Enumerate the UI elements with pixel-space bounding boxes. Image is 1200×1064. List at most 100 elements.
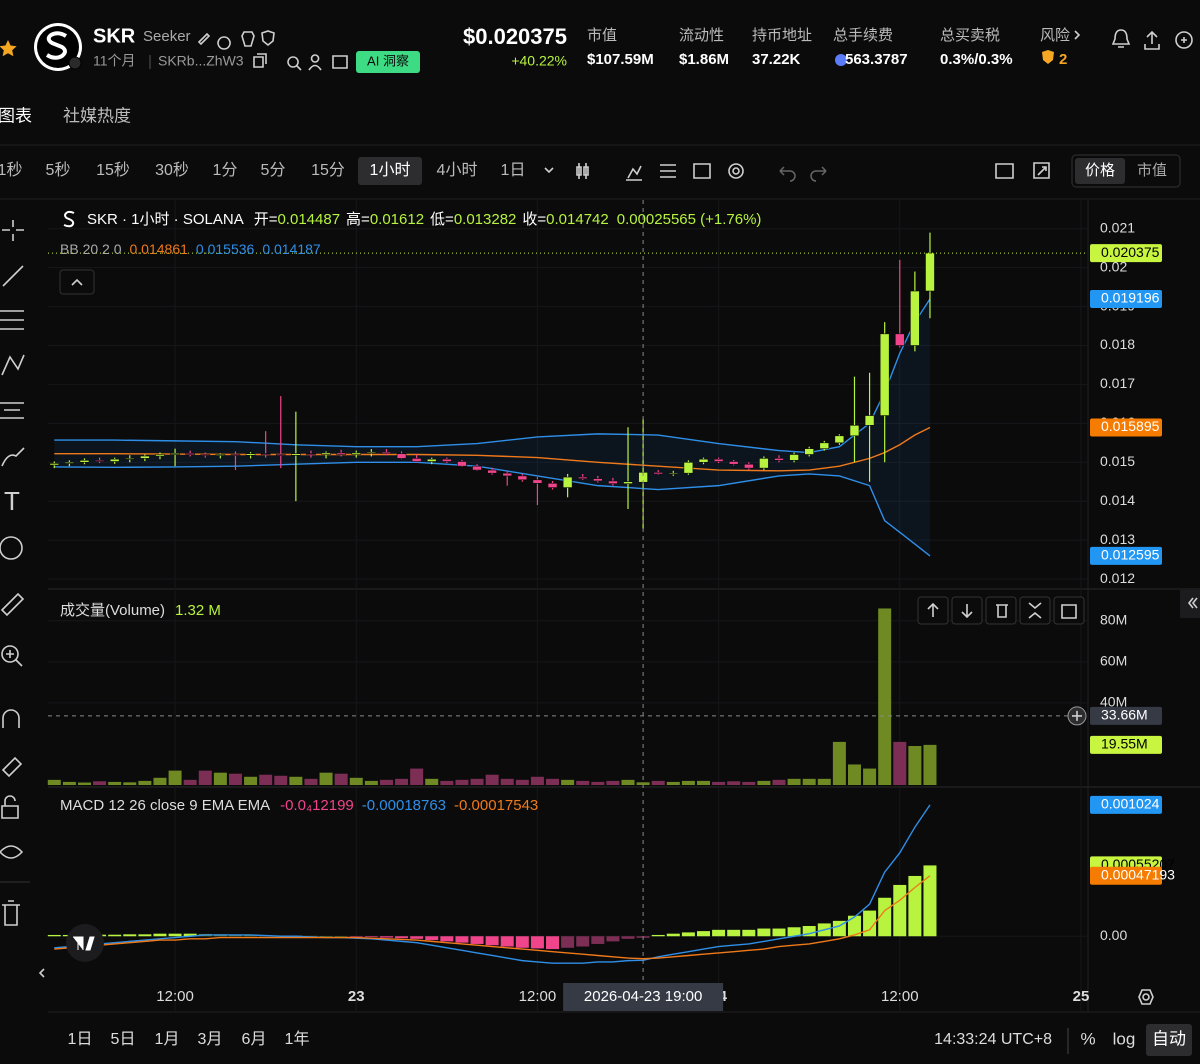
collapse-icon[interactable] <box>71 278 83 286</box>
volume-bar <box>244 776 258 785</box>
ohlc-legend: SKR · 1小时 · SOLANA 开=0.014487 高=0.01612 低=0… <box>87 211 761 228</box>
macd-bar <box>908 875 922 937</box>
volume-bar <box>485 774 499 785</box>
x-tick-label: 23 <box>348 988 365 1005</box>
macd-value: -0.00018763 <box>362 797 446 814</box>
range[interactable]: 6月 <box>242 1031 267 1048</box>
price-marker: 0.012595 <box>1101 547 1160 563</box>
volume-bar <box>319 772 333 785</box>
candle-body <box>321 452 331 455</box>
legend-label: 高= <box>346 211 370 228</box>
interval[interactable]: 15分 <box>311 161 345 179</box>
interval[interactable]: 1分 <box>213 161 238 179</box>
crosshair-add-icon[interactable] <box>1072 710 1082 721</box>
scale-button[interactable]: log <box>1113 1029 1136 1048</box>
interval[interactable]: 1日 <box>501 162 526 179</box>
volume-bar <box>832 741 846 785</box>
interval-active <box>358 157 422 185</box>
volume-crosshair-label-box <box>1090 706 1162 725</box>
volume-bar <box>334 773 348 785</box>
pane-buttons[interactable] <box>917 596 1085 625</box>
volume-bar <box>681 780 695 785</box>
stat-label: 持币地址 <box>752 27 812 44</box>
candle-body <box>381 451 392 455</box>
volume-bar <box>757 780 771 785</box>
volume-bar <box>636 782 650 785</box>
macd-marker: 0.001024 <box>1101 796 1160 812</box>
volume-bar <box>561 779 575 785</box>
volume-bar <box>787 778 801 785</box>
chart-tools[interactable] <box>576 163 744 181</box>
interval[interactable]: 1秒 <box>0 161 22 179</box>
settings[interactable] <box>1138 989 1154 1005</box>
scroll-left[interactable] <box>38 968 45 978</box>
legend-value: 0.01612 <box>370 211 424 228</box>
price: $0.020375 <box>463 24 567 49</box>
collapse-button[interactable] <box>59 269 95 295</box>
range[interactable]: 5日 <box>111 1031 136 1048</box>
toggle[interactable]: 市值 <box>1137 162 1167 179</box>
candle-body <box>94 460 105 462</box>
drawing-toolbar[interactable]: T <box>0 220 25 926</box>
macd-bar <box>923 865 937 937</box>
header-actions[interactable] <box>1111 29 1193 50</box>
scale-button[interactable]: 自动 <box>1152 1029 1186 1048</box>
volume-bar <box>817 778 831 785</box>
y-tick-label: 0.02 <box>1100 258 1127 274</box>
volume-bar <box>153 777 167 785</box>
header-icons[interactable] <box>197 30 275 50</box>
stat-label: 风险 <box>1040 27 1070 44</box>
interval[interactable]: 1小时 <box>370 161 411 179</box>
y-tick-label: 80M <box>1100 611 1127 627</box>
candle-body <box>291 453 301 456</box>
scale-button[interactable]: % <box>1080 1029 1095 1048</box>
bb-legend: BB 20 2 0 0.014861 0.015536 0.014187 <box>60 241 321 257</box>
side-toggle-icon[interactable] <box>1187 597 1198 609</box>
undo-redo[interactable] <box>779 166 827 182</box>
range[interactable]: 1月 <box>155 1031 180 1048</box>
candle-body <box>185 453 195 455</box>
ai-badge-text[interactable]: AI 洞察 <box>367 53 409 68</box>
macd-bar <box>153 933 167 937</box>
range[interactable]: 1年 <box>285 1030 310 1048</box>
macd-bar <box>440 936 454 942</box>
tab[interactable]: 图表 <box>0 106 32 125</box>
copy-icon[interactable] <box>253 53 267 68</box>
candle-body <box>698 458 709 463</box>
candle-body <box>245 453 256 456</box>
interval[interactable]: 30秒 <box>155 161 189 179</box>
range[interactable]: 1日 <box>68 1031 93 1048</box>
tab[interactable]: 社媒热度 <box>63 106 131 125</box>
interval[interactable]: 5秒 <box>46 161 71 179</box>
interval[interactable]: 4小时 <box>437 161 478 179</box>
crosshair-x-box <box>563 983 724 1011</box>
toggle[interactable]: 价格 <box>1085 162 1115 179</box>
bottom-bar: 1日 5日 1月 3月 6月 1年 <box>68 1030 310 1048</box>
interval-dropdown[interactable] <box>544 167 554 174</box>
volume-bar <box>410 768 424 785</box>
interval[interactable]: 5分 <box>261 161 286 179</box>
macd-line <box>54 804 931 964</box>
macd-bar <box>727 929 741 937</box>
interval[interactable]: 15秒 <box>96 161 130 179</box>
more-arrow[interactable] <box>1074 30 1081 40</box>
y-tick-label: 0.017 <box>1100 375 1135 391</box>
macd-bar <box>455 936 469 943</box>
favorite-star[interactable] <box>0 40 17 57</box>
macd-bar <box>530 936 544 949</box>
price-marker-box <box>1090 244 1162 263</box>
range[interactable]: 3月 <box>198 1031 223 1048</box>
token-name: Seeker <box>143 28 191 45</box>
bb-value: 0.014187 <box>262 241 321 257</box>
text-tool[interactable]: T <box>4 486 20 516</box>
price-marker-box <box>1090 418 1162 437</box>
layout-icons[interactable] <box>995 162 1050 179</box>
macd-bar <box>168 933 182 937</box>
macd-bar <box>123 934 137 937</box>
tool-icons[interactable] <box>287 54 348 71</box>
macd-legend: MACD 12 26 close 9 EMA EMA -0.0₄12199 -0.0… <box>60 797 538 814</box>
volume-bar <box>651 780 665 785</box>
candle-body <box>759 458 769 469</box>
ai-badge[interactable] <box>356 51 420 73</box>
